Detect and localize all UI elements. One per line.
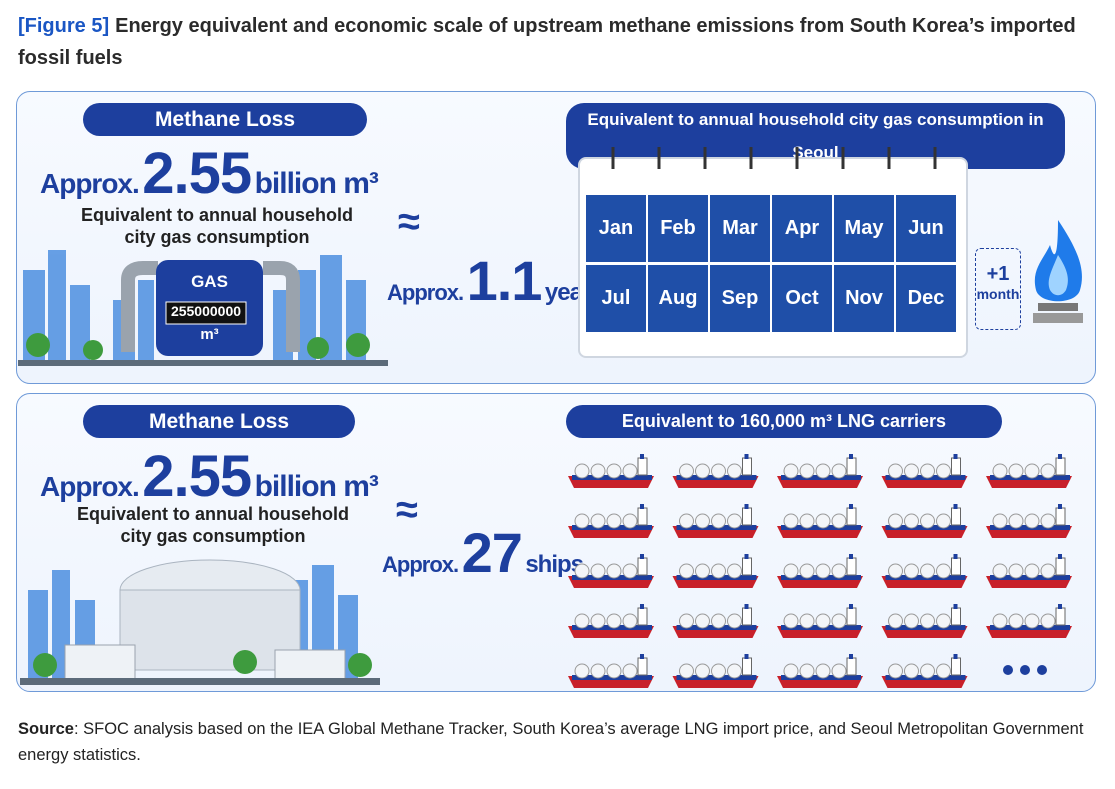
result-prefix: Approx. — [382, 552, 459, 577]
source-text: : SFOC analysis based on the IEA Global … — [18, 720, 1084, 764]
amount-line: Approx. 2.55 billion m³ — [40, 443, 379, 510]
lng-carrier-icon — [776, 453, 864, 489]
figure-title: Energy equivalent and economic scale of … — [18, 15, 1076, 69]
month-cell: Dec — [896, 265, 956, 332]
lng-carrier-icon — [881, 653, 968, 689]
description: Equivalent to annual household city gas … — [76, 504, 349, 546]
approx-symbol: ≈ — [398, 200, 420, 244]
result-line: Approx. 1.1 years — [387, 248, 604, 313]
lng-carrier-icon — [567, 503, 655, 539]
source-label: Source — [18, 720, 74, 738]
lng-carrier-icon — [672, 503, 759, 539]
badge: Methane Loss — [83, 103, 367, 136]
result-line: Approx. 27 ships — [382, 520, 584, 585]
lng-carrier-icon — [985, 553, 1073, 589]
result-unit: ships — [525, 551, 584, 578]
month-cell: May — [834, 195, 894, 262]
month-cell: Nov — [834, 265, 894, 332]
unit: billion m³ — [254, 167, 379, 200]
lng-carrier-icon — [985, 503, 1073, 539]
ship-grid — [567, 453, 1073, 689]
lng-carrier-icon — [985, 453, 1073, 489]
result-prefix: Approx. — [387, 280, 464, 305]
month-grid: Jan Feb Mar Apr May Jun Jul Aug Sep Oct Nov Dec — [586, 195, 958, 332]
lng-carrier-icon — [672, 553, 759, 589]
month-cell: Jan — [586, 195, 646, 262]
description: Equivalent to annual household city gas … — [80, 205, 353, 247]
lng-carrier-icon — [776, 603, 864, 639]
source-note: Source: SFOC analysis based on the IEA G… — [18, 716, 1103, 768]
lng-carrier-icon — [881, 603, 968, 639]
result-value: 1.1 — [466, 249, 543, 312]
lng-carrier-icon — [881, 553, 968, 589]
lng-carrier-icon — [567, 453, 655, 489]
month-cell: Jul — [586, 265, 646, 332]
result-value: 27 — [461, 521, 523, 584]
month-cell: Feb — [648, 195, 708, 262]
extra-unit: month — [976, 286, 1020, 302]
amount: 2.55 — [142, 141, 252, 206]
meter-reading: 255000000 — [170, 303, 242, 319]
lng-carrier-icon — [567, 603, 655, 639]
month-cell: Sep — [710, 265, 770, 332]
city-illustration — [18, 250, 388, 366]
lng-carrier-icon — [985, 603, 1073, 639]
month-cell: Mar — [710, 195, 770, 262]
more-dots — [1003, 665, 1047, 675]
month-cell: Jun — [896, 195, 956, 262]
lng-carrier-icon — [567, 653, 655, 689]
lng-carrier-icon — [776, 503, 864, 539]
lng-carrier-icon — [776, 553, 864, 589]
approx-symbol: ≈ — [396, 488, 418, 532]
calendar-rings — [611, 147, 937, 169]
flame-icon — [1033, 220, 1083, 323]
figure-title-block: [Figure 5] Energy equivalent and economic… — [18, 10, 1103, 74]
lng-carrier-icon — [567, 553, 655, 589]
extra-value: +1 — [986, 263, 1010, 285]
month-cell: Apr — [772, 195, 832, 262]
approx: Approx. — [40, 471, 140, 502]
extra-month: +1 month — [975, 248, 1021, 330]
lng-carrier-icon — [776, 653, 864, 689]
amount-line: Approx. 2.55 billion m³ — [40, 140, 379, 207]
lng-terminal-illustration — [20, 559, 380, 685]
lng-carrier-icon — [672, 653, 759, 689]
month-cell: Oct — [772, 265, 832, 332]
header-pill: Equivalent to 160,000 m³ LNG carriers — [566, 405, 1002, 438]
unit: billion m³ — [254, 470, 379, 503]
lng-carrier-icon — [672, 453, 759, 489]
approx: Approx. — [40, 168, 140, 199]
lng-carrier-icon — [672, 603, 759, 639]
amount: 2.55 — [142, 444, 252, 509]
month-cell: Aug — [648, 265, 708, 332]
meter-unit: m³ — [200, 326, 219, 343]
badge: Methane Loss — [83, 405, 355, 438]
meter-label: GAS — [191, 272, 228, 291]
figure-label: [Figure 5] — [18, 15, 110, 37]
lng-carrier-icon — [881, 503, 968, 539]
lng-carrier-icon — [881, 453, 968, 489]
